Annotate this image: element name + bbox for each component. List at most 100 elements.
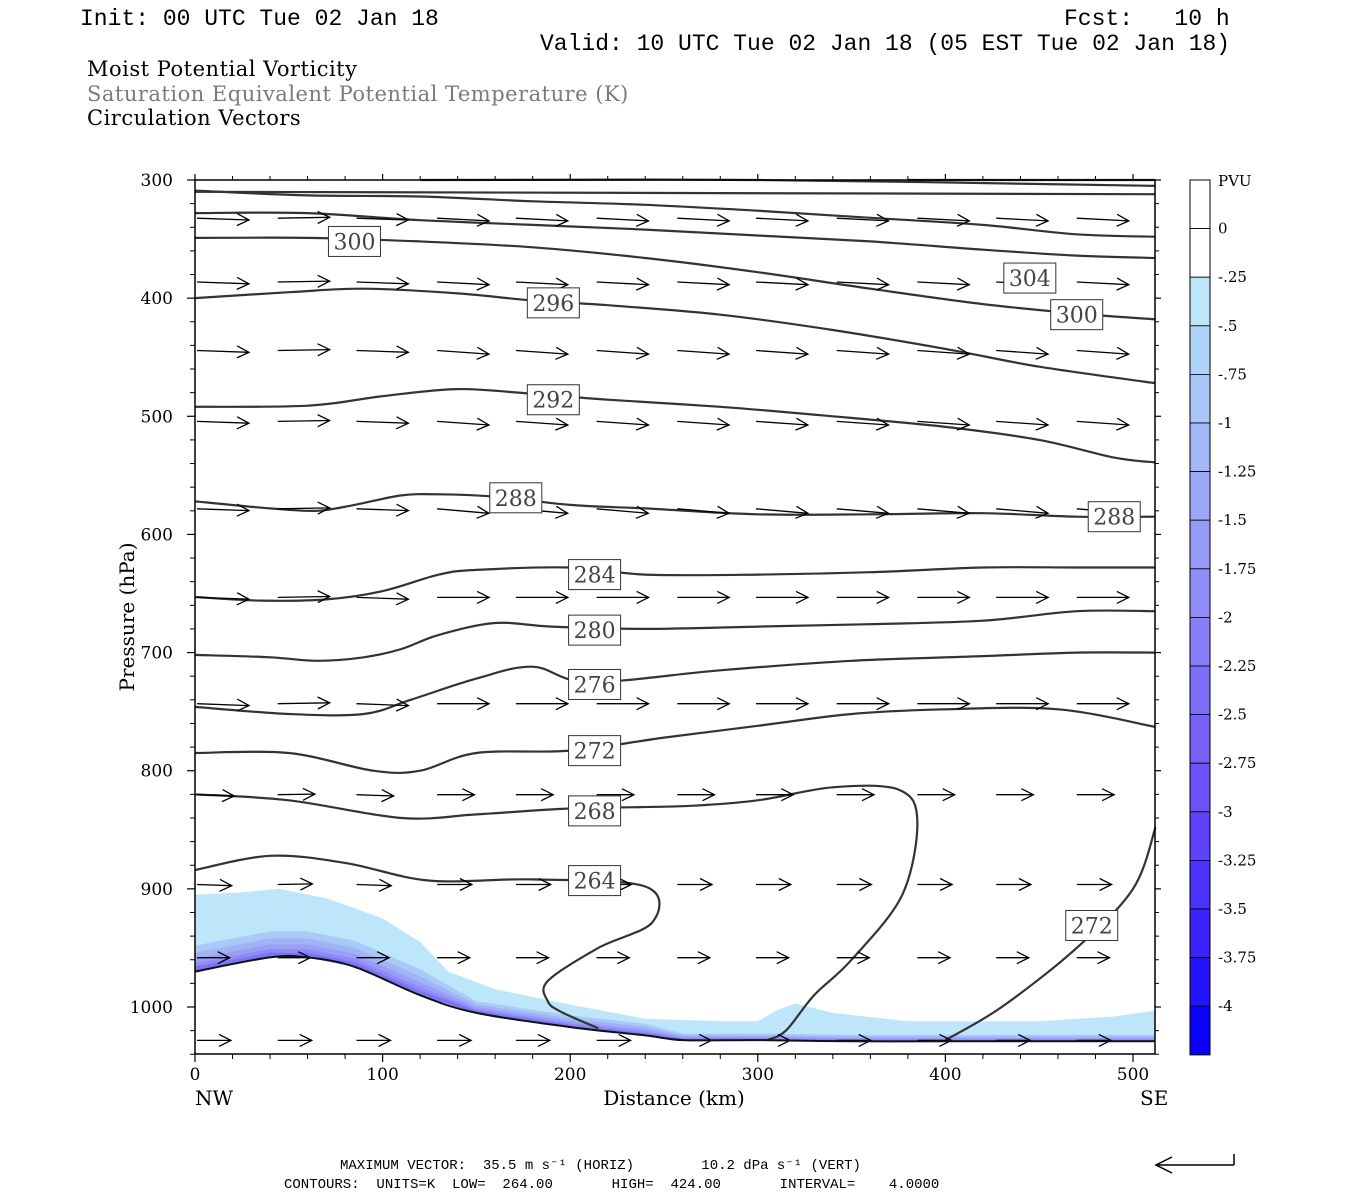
contour-292-8 <box>194 387 1156 464</box>
contour-label-300: 300 <box>333 230 375 255</box>
vector-shaft <box>277 702 330 705</box>
contour-276-4 <box>194 651 1156 717</box>
vector-shaft <box>917 349 970 355</box>
vector-head <box>1035 505 1050 519</box>
vector-head <box>795 346 810 360</box>
colorbar-tick-label: -3.75 <box>1218 949 1256 967</box>
vector-shaft <box>437 281 490 286</box>
colorbar-cell <box>1189 179 1211 229</box>
vector-head <box>217 951 232 965</box>
vector-head <box>618 1033 633 1047</box>
vector-arrow <box>196 345 251 359</box>
vector-head <box>795 505 810 519</box>
vector-shaft <box>356 217 409 221</box>
vector-shaft <box>836 217 889 222</box>
vector-head <box>861 788 876 802</box>
vector-head <box>716 346 731 360</box>
vector-arrow <box>196 698 251 712</box>
vector-head <box>236 345 251 359</box>
colorbar: PVU 0 -.25 -.5 -.75 -1 -1.25 -1.5 -1.75 -2 -2.25 -2… <box>1189 172 1256 1056</box>
vector-arrow <box>197 951 232 965</box>
vector-head <box>555 697 570 711</box>
vector-arrow <box>196 592 251 606</box>
colorbar-cell <box>1189 1005 1211 1056</box>
vector-arrow <box>677 505 731 519</box>
vector-shaft <box>277 507 330 510</box>
colorbar-tick-label: -.25 <box>1218 268 1247 286</box>
vector-arrow <box>437 788 476 802</box>
contour-label-272: 272 <box>1071 914 1113 939</box>
vector-shaft <box>196 217 250 221</box>
vector-head <box>236 698 251 712</box>
vector-arrow <box>996 346 1050 360</box>
vector-head <box>716 277 731 291</box>
vector-arrow <box>836 788 876 802</box>
vector-arrow <box>836 951 871 965</box>
vector-arrow <box>917 277 971 291</box>
vector-arrow <box>596 697 651 711</box>
vector-arrow <box>277 696 332 710</box>
vector-arrow <box>1076 277 1131 291</box>
vector-shaft <box>196 596 250 600</box>
contour-272-3 <box>944 827 1157 1042</box>
vector-head <box>956 505 971 519</box>
y-tick-label: 600 <box>141 525 173 545</box>
vector-head <box>476 505 491 519</box>
vector-head <box>302 787 317 801</box>
vector-head <box>699 877 714 892</box>
colorbar-units: PVU <box>1218 172 1252 190</box>
vector-shaft <box>277 348 330 352</box>
vector-head <box>317 274 332 288</box>
vector-arrow <box>755 213 810 227</box>
terrain-surface-line <box>194 954 1156 1043</box>
colorbar-cell <box>1189 811 1211 861</box>
vector-arrow <box>677 951 712 965</box>
colorbar-tick-label: -1.75 <box>1218 560 1256 578</box>
vector-arrow <box>515 697 570 711</box>
vector-head <box>1116 697 1131 711</box>
vector-arrow <box>836 277 891 291</box>
vector-arrow <box>277 274 332 288</box>
y-tick-label: 400 <box>141 289 173 309</box>
vector-arrow <box>437 417 491 431</box>
vector-shaft <box>1076 281 1129 286</box>
vector-shaft <box>515 217 568 222</box>
vector-shaft <box>437 349 490 355</box>
colorbar-tick-label: 0 <box>1218 220 1228 238</box>
vector-shaft <box>356 420 409 424</box>
x-tick-label: 400 <box>929 1065 961 1085</box>
vector-arrow <box>356 213 410 227</box>
vector-head <box>716 505 731 519</box>
vector-head <box>554 505 570 519</box>
vector-head <box>795 590 810 604</box>
vector-head <box>875 417 891 431</box>
vector-head <box>876 213 891 227</box>
colorbar-cell <box>1189 325 1211 375</box>
vector-shaft <box>836 420 889 426</box>
vector-arrow <box>917 877 954 892</box>
max-vector-line: MAXIMUM VECTOR: 35.5 m s⁻¹ (HORIZ) 10.2 … <box>340 1158 861 1174</box>
vector-head <box>1035 697 1050 711</box>
contour-label-292: 292 <box>532 389 574 414</box>
circulation-vectors <box>196 210 1131 1047</box>
colorbar-tick-label: -4 <box>1218 997 1233 1015</box>
vector-arrow <box>1076 788 1116 802</box>
vector-arrow <box>677 277 731 291</box>
vector-head <box>781 788 795 802</box>
colorbar-tick-label: -2.75 <box>1218 754 1256 772</box>
y-tick-label: 800 <box>141 762 173 782</box>
vector-shaft <box>196 794 235 797</box>
vector-head <box>636 590 651 604</box>
x-tick-label: 500 <box>1117 1065 1149 1085</box>
contour-label-box <box>327 225 381 257</box>
vector-arrow <box>996 788 1035 802</box>
vector-arrow <box>356 789 396 803</box>
vector-shaft <box>356 281 409 285</box>
vector-arrow <box>1076 877 1114 892</box>
vector-shaft <box>356 349 409 353</box>
colorbar-cell <box>1189 519 1211 570</box>
y-tick-label: 300 <box>141 171 173 191</box>
vector-arrow <box>996 417 1050 431</box>
vector-shaft <box>196 281 250 285</box>
contour-label-288: 288 <box>495 487 537 512</box>
